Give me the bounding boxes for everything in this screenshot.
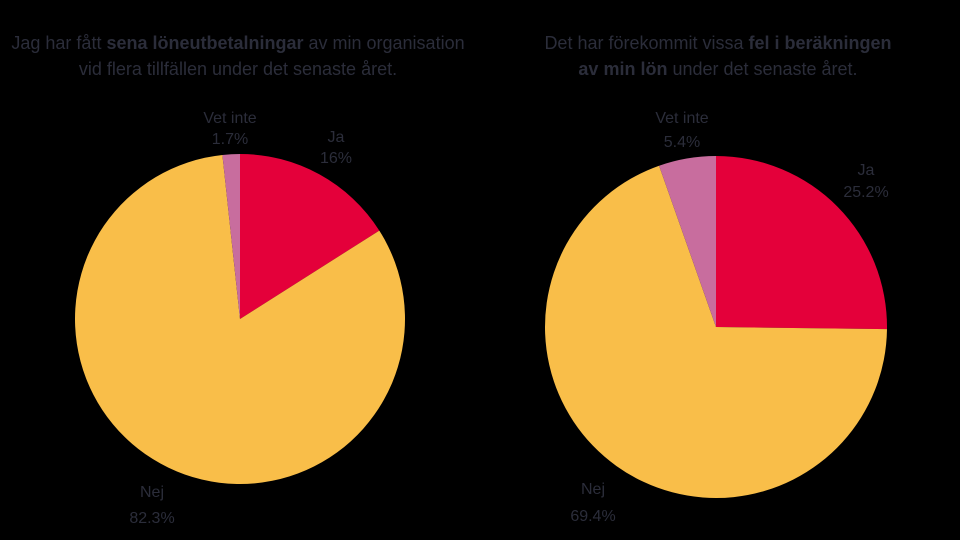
pie-1-slice-ja bbox=[240, 154, 380, 319]
pie-2-slice-vet-inte bbox=[659, 156, 716, 327]
pie-2-label-vet-inte-name: Vet inte bbox=[655, 110, 708, 127]
pie-1-label-nej-value: 82.3% bbox=[129, 510, 174, 527]
pie-2-slice-nej bbox=[545, 165, 887, 499]
title-2-text-bold: fel i beräkningen bbox=[748, 33, 892, 53]
pie-2-label-ja-value: 25.2% bbox=[843, 184, 888, 201]
pie-1-label-nej-name: Nej bbox=[140, 484, 164, 501]
pie-2-label-ja-name: Ja bbox=[858, 162, 875, 179]
title-1-text-post: av min organisation bbox=[303, 33, 465, 53]
pie-1-label-vet-inte-name: Vet inte bbox=[203, 110, 256, 127]
pie-1-label-vet-inte-value: 1.7% bbox=[212, 131, 248, 148]
title-2-text-line2-bold: av min lön bbox=[578, 59, 668, 79]
chart-title-late-payments: Jag har fått sena löneutbetalningar av m… bbox=[0, 30, 476, 82]
pie-2-label-vet-inte-value: 5.4% bbox=[664, 134, 700, 151]
title-1-text-line2: vid flera tillfällen under det senaste å… bbox=[78, 59, 398, 79]
title-2-text-line2-post: under det senaste året. bbox=[667, 59, 858, 79]
title-2-text-pre: Det har förekommit vissa bbox=[544, 33, 749, 53]
chart-title-salary-errors: Det har förekommit vissa fel i beräkning… bbox=[480, 30, 956, 82]
pie-2-slice-ja bbox=[716, 156, 887, 330]
title-1-text-pre: Jag har fått bbox=[11, 33, 107, 53]
pie-1-label-ja-name: Ja bbox=[328, 129, 345, 146]
pie-1-slice-nej bbox=[75, 154, 406, 484]
pie-1-slice-vet-inte bbox=[222, 154, 240, 319]
title-1-text-bold: sena löneutbetalningar bbox=[106, 33, 304, 53]
pie-2-label-nej-name: Nej bbox=[581, 481, 605, 498]
pie-1-label-ja-value: 16% bbox=[320, 150, 352, 167]
pie-2-label-nej-value: 69.4% bbox=[570, 508, 615, 525]
